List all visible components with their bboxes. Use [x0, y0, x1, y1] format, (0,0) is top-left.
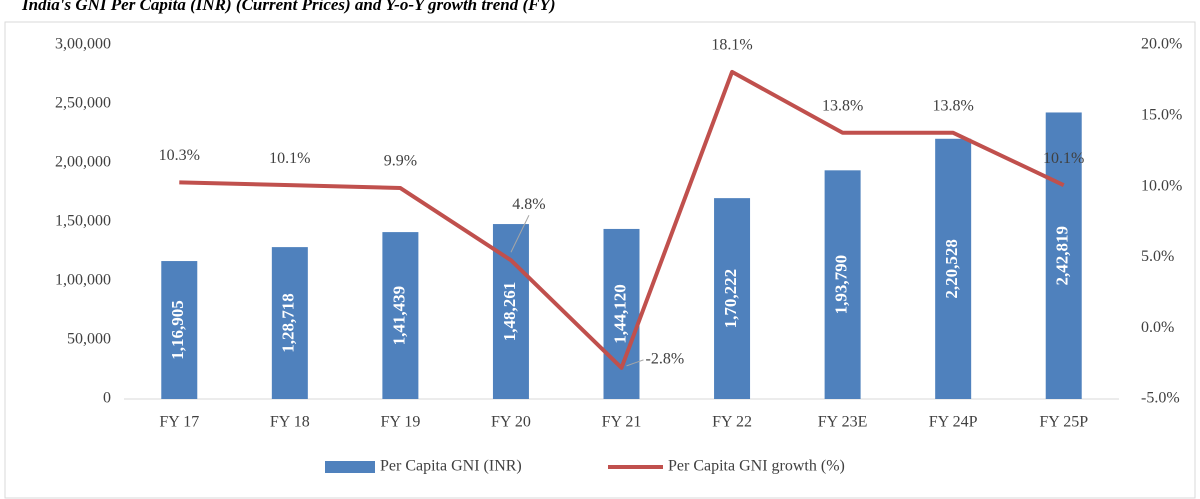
line [179, 69, 1065, 370]
leader-line [510, 215, 530, 253]
y-tick-label: 50,000 [67, 331, 111, 348]
y2-tick-label: 5.0% [1141, 248, 1174, 265]
bar-value-label: 2,42,819 [1053, 226, 1072, 286]
bar [935, 138, 972, 399]
bar [714, 198, 751, 399]
bar [382, 232, 419, 399]
bar-value-label: 1,28,718 [279, 293, 298, 353]
legend-label: Per Capita GNI growth (%) [668, 458, 845, 475]
x-tick-label: FY 19 [380, 414, 420, 431]
line-value-label: 4.8% [512, 196, 545, 213]
y2-tick-label: 10.0% [1141, 177, 1182, 194]
x-tick-label: FY 24P [929, 414, 978, 431]
line-value-label: 10.3% [159, 147, 200, 164]
x-tick-label: FY 21 [602, 414, 642, 431]
leader-line [626, 359, 644, 367]
y-tick-label: 2,50,000 [55, 95, 111, 112]
bar-value-label: 1,70,222 [721, 269, 740, 329]
y-tick-label: 1,50,000 [55, 213, 111, 230]
legend-swatch [325, 461, 375, 473]
bar [824, 170, 861, 399]
line-value-label: -2.8% [646, 351, 685, 368]
y2-tick-label: -5.0% [1141, 390, 1180, 407]
line-value-label: 13.8% [933, 97, 974, 114]
bar-value-label: 1,93,790 [832, 255, 851, 315]
line-value-label: 13.8% [822, 97, 863, 114]
y-tick-label: 2,00,000 [55, 154, 111, 171]
y2-tick-label: 20.0% [1141, 36, 1182, 53]
bar [161, 261, 198, 399]
y-tick-label: 0 [103, 390, 111, 407]
y2-tick-label: 0.0% [1141, 319, 1174, 336]
y-tick-label: 1,00,000 [55, 272, 111, 289]
x-tick-label: FY 18 [270, 414, 310, 431]
x-tick-label: FY 20 [491, 414, 531, 431]
x-tick-label: FY 22 [712, 414, 752, 431]
x-tick-label: FY 23E [818, 414, 868, 431]
line-value-label: 18.1% [711, 37, 752, 54]
chart-title: India's GNI Per Capita (INR) (Current Pr… [21, 0, 556, 14]
bar [271, 247, 308, 399]
y-tick-label: 3,00,000 [55, 36, 111, 53]
line-value-label: 9.9% [384, 153, 417, 170]
bar-value-label: 1,16,905 [168, 300, 187, 360]
bar-value-label: 1,41,439 [389, 286, 408, 346]
bar-value-label: 1,44,120 [610, 284, 629, 344]
y2-tick-label: 15.0% [1141, 106, 1182, 123]
line-value-label: 10.1% [269, 150, 310, 167]
legend-label: Per Capita GNI (INR) [380, 458, 522, 475]
bar-value-label: 2,20,528 [942, 239, 961, 299]
chart-border [4, 21, 1196, 499]
x-tick-label: FY 25P [1039, 414, 1088, 431]
line-value-label: 10.1% [1043, 150, 1084, 167]
bar [1045, 112, 1082, 400]
bar [603, 228, 640, 399]
bar-value-label: 1,48,261 [500, 282, 519, 342]
x-tick-label: FY 17 [159, 414, 199, 431]
